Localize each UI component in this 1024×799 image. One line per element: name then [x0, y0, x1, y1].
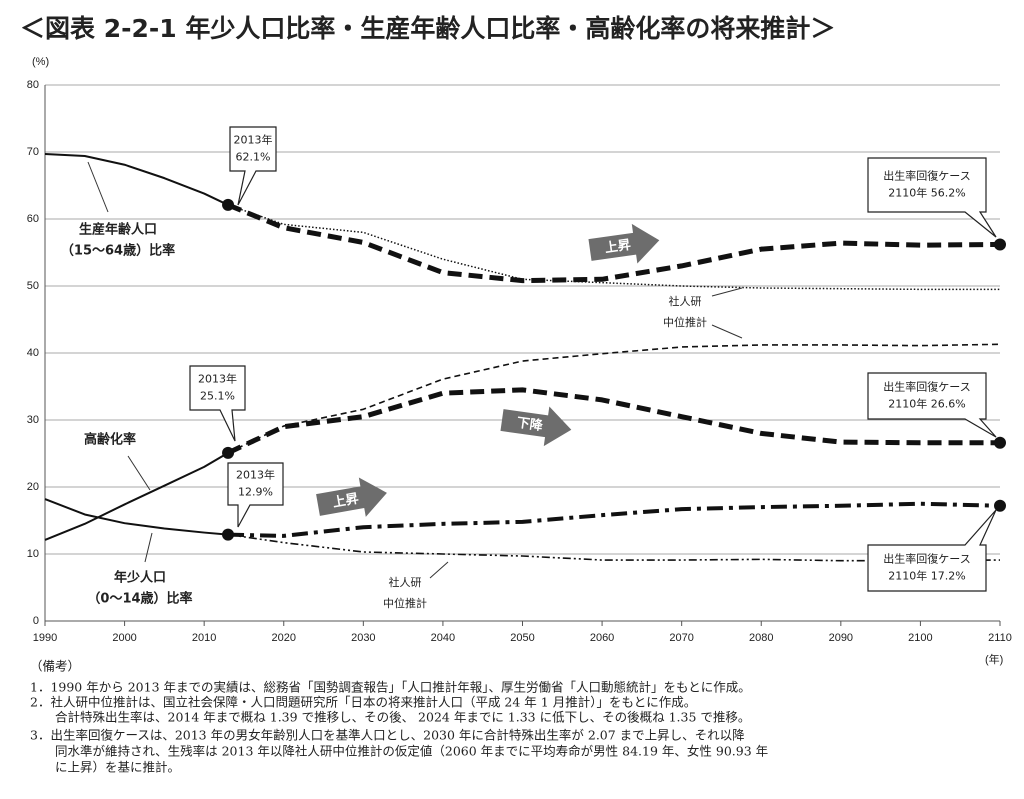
callout-box: [867, 509, 997, 592]
callout-box: [229, 126, 277, 206]
trend-arrow-shape: [500, 406, 572, 447]
y-tick-label: 70: [27, 146, 39, 158]
y-tick-label: 10: [27, 548, 39, 560]
label-pointer: [429, 561, 449, 579]
label-pointer: [87, 161, 109, 213]
trend-arrow-text: 上昇: [604, 238, 632, 256]
endpoint-dot: [222, 528, 235, 541]
y-tick-label: 0: [33, 615, 39, 627]
callout-text: 2110年 17.2%: [888, 569, 965, 583]
endpoint-dot: [994, 499, 1006, 512]
note-line: 3．出生率回復ケースは、2013 年の男女年齢別人口を基準人口とし、2030 年…: [30, 728, 745, 743]
callout-text: 25.1%: [200, 390, 235, 403]
note-line: 2．社人研中位推計は、国立社会保障・人口問題研究所「日本の将来推計人口（平成 2…: [30, 695, 696, 710]
note-line: 同水準が維持され、生残率は 2013 年以降社人研中位推計の仮定値（2060 年…: [30, 744, 768, 759]
callout-text: 出生率回復ケース: [883, 380, 970, 394]
label-pointer: [711, 324, 743, 339]
series-label: （15～64歳）比率: [61, 243, 175, 259]
x-tick-label: 2040: [431, 632, 455, 644]
y-tick-label: 50: [27, 280, 39, 292]
note-line: 1．1990 年から 2013 年までの実績は、総務省「国勢調査報告」「人口推計…: [30, 680, 751, 695]
y-tick-label: 40: [27, 347, 39, 359]
series-label: 社人研: [669, 294, 702, 308]
x-unit: (年): [985, 652, 1003, 666]
x-tick-label: 2020: [272, 632, 296, 644]
series-label: 中位推計: [383, 596, 427, 610]
callout-text: 出生率回復ケース: [883, 169, 970, 183]
trend-arrow-shape: [588, 223, 660, 264]
trend-arrow: 上昇: [316, 477, 387, 517]
label-pointer: [144, 532, 153, 563]
x-tick-label: 2090: [829, 632, 853, 644]
series-line: [227, 343, 1001, 454]
callout-box: [867, 157, 997, 238]
x-tick-label: 2110: [988, 632, 1012, 644]
callout-text: 62.1%: [236, 151, 271, 164]
series-line: [44, 451, 229, 541]
series-line: [44, 498, 229, 536]
series-line: [226, 387, 1000, 456]
callout-box: [867, 372, 997, 438]
callout-text: 2013年: [198, 372, 237, 386]
chart-title: ＜図表 2-2-1 年少人口比率・生産年齢人口比率・高齢化率の将来推計＞: [20, 14, 835, 43]
series-label: 高齢化率: [84, 432, 136, 448]
callout-text: 2013年: [234, 133, 273, 147]
y-tick-label: 20: [27, 481, 39, 493]
series-label: （0～14歳）比率: [87, 591, 192, 607]
series-line: [227, 533, 1001, 562]
series-line: [227, 202, 1001, 284]
series-line: [227, 204, 1000, 291]
trend-arrow-shape: [316, 477, 387, 517]
x-tick-label: 2060: [590, 632, 614, 644]
note-line: 合計特殊出生率は、2014 年まで概ね 1.39 で推移し、その後、 2024 …: [30, 710, 750, 725]
endpoint-dot: [222, 446, 235, 459]
callout-box: [227, 462, 284, 528]
x-tick-label: 2050: [510, 632, 534, 644]
note-line: に上昇）を基に推計。: [30, 760, 180, 775]
x-tick-label: 2030: [351, 632, 375, 644]
y-tick-label: 30: [27, 414, 39, 426]
endpoint-dot: [222, 198, 235, 211]
y-tick-label: 60: [27, 213, 39, 225]
trend-arrow-text: 上昇: [332, 491, 360, 510]
callout-text: 2110年 26.6%: [888, 397, 965, 411]
endpoint-dot: [994, 436, 1006, 449]
callout-text: 2110年 56.2%: [888, 186, 965, 200]
label-pointer: [127, 455, 151, 491]
notes-heading: （備考）: [30, 659, 80, 674]
trend-arrow-text: 下降: [516, 415, 545, 435]
callout-box: [189, 365, 246, 442]
x-tick-label: 2080: [749, 632, 773, 644]
trend-arrow: 上昇: [588, 223, 660, 264]
callout-text: 12.9%: [238, 486, 273, 499]
series-line: [44, 153, 229, 206]
series-label: 社人研: [389, 575, 422, 589]
trend-arrow: 下降: [500, 406, 572, 447]
y-unit: (%): [32, 56, 49, 68]
series-line: [227, 501, 1001, 538]
y-tick-label: 80: [27, 79, 39, 91]
series-label: 中位推計: [663, 315, 707, 329]
x-tick-label: 2000: [112, 632, 136, 644]
x-tick-label: 2100: [908, 632, 932, 644]
callout-text: 出生率回復ケース: [883, 552, 970, 566]
x-tick-label: 1990: [33, 632, 57, 644]
endpoint-dot: [994, 238, 1006, 251]
x-tick-label: 2010: [192, 632, 216, 644]
label-pointer: [711, 287, 743, 297]
callout-text: 2013年: [236, 468, 275, 482]
series-label: 生産年齢人口: [79, 222, 157, 238]
x-tick-label: 2070: [669, 632, 693, 644]
series-label: 年少人口: [114, 570, 166, 586]
